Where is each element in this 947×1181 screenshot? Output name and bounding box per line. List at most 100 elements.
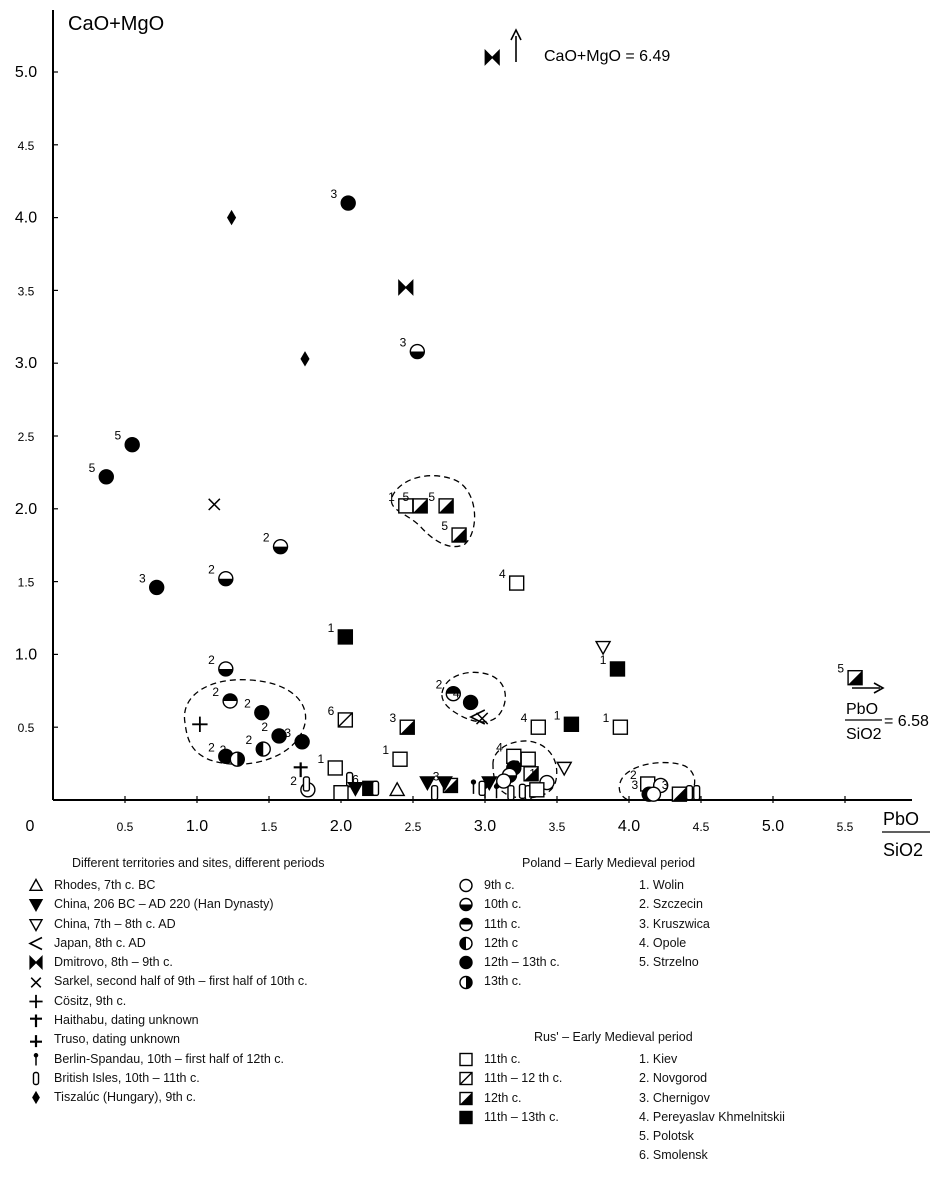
axes: [52, 10, 912, 801]
data-point-triangle-up: [388, 781, 406, 797]
legend-item: 11th c.: [454, 1050, 639, 1069]
y-tick-label: 4.5: [18, 139, 35, 153]
legend-item: Rhodes, 7th c. BC: [24, 876, 444, 895]
data-point-rounded-rect: [430, 785, 439, 801]
y-tick-label: 5.0: [15, 64, 37, 81]
data-point-square-open: 4: [499, 567, 525, 591]
legend-site-name: 1. Kiev: [639, 1052, 678, 1066]
legend-poland-title: Poland – Early Medieval period: [522, 856, 696, 870]
x-tick-label: 3.5: [549, 820, 566, 834]
point-site-number: 2: [208, 563, 215, 577]
point-site-number: 4: [453, 686, 460, 700]
point-site-number: 4: [499, 567, 506, 581]
data-point-bowtie: [398, 279, 414, 296]
legend-item-label: Dmitrovo, 8th – 9th c.: [54, 955, 173, 970]
legend-item-label: 12th c.: [484, 1090, 522, 1105]
data-point-pin: [470, 779, 477, 794]
data-point-circle-open: [496, 773, 512, 789]
point-site-number: 5: [428, 490, 435, 504]
point-site-number: 2: [220, 743, 227, 757]
point-site-number: 2: [208, 740, 215, 754]
legend-item-label: Japan, 8th c. AD: [54, 935, 146, 950]
data-point-square-half: 5: [403, 490, 428, 514]
point-site-number: 3: [433, 769, 440, 783]
x-axis-label-denominator-text: SiO2: [883, 840, 923, 860]
data-point-bowtie: [484, 48, 500, 66]
cluster-outline-opole: [492, 740, 558, 799]
data-point-square-half: 3: [390, 711, 415, 735]
data-point-circle-half-top: 2: [436, 678, 462, 702]
legend-symbol-square-half: [459, 1091, 473, 1105]
legend-item: Dmitrovo, 8th – 9th c.: [24, 953, 444, 972]
x-tick-label: 2.5: [405, 820, 422, 834]
legend-item-label: Haithabu, dating unknown: [54, 1013, 199, 1028]
data-point-cross-x: [208, 498, 221, 511]
point-site-number: 6: [352, 772, 359, 786]
legend-symbol-square-open: [459, 1052, 473, 1067]
legend-item: British Isles, 10th – 11th c.: [24, 1069, 444, 1088]
y-tick-label: 3.5: [18, 284, 35, 298]
data-point-circle-half-left: 2: [246, 733, 271, 757]
point-site-number: 3: [513, 758, 520, 772]
legend-item: Haithabu, dating unknown: [24, 1011, 444, 1030]
point-site-number: 4: [496, 740, 503, 754]
y-tick-label: 1.5: [18, 576, 35, 590]
data-point-square-full: 1: [554, 708, 580, 732]
y-tick-label: 2.5: [18, 430, 35, 444]
legend-item-label: 13th c.: [484, 974, 522, 989]
data-point-plus: [192, 716, 208, 732]
right-arrow-head: [873, 682, 885, 694]
point-site-number: 4: [521, 711, 528, 725]
x-tick-label: 1.0: [186, 818, 208, 835]
data-point-cross-x: [475, 712, 489, 725]
legend-symbol-diamond: [32, 1091, 40, 1105]
data-point-rounded-rect: [478, 780, 486, 797]
legend-symbol-bowtie: [29, 955, 43, 971]
top-arrow-head: [510, 28, 522, 41]
legend-item-label: 11th – 13th c.: [484, 1109, 559, 1124]
point-site-number: 2: [290, 774, 297, 788]
data-point-square-half: 3: [513, 758, 539, 782]
legend-item: Tiszalúc (Hungary), 9th c.: [24, 1088, 444, 1107]
data-point-triangle-down: [347, 782, 364, 797]
data-point-circle-full: 3: [331, 187, 356, 211]
legend-site-name: 3. Chernigov: [639, 1090, 710, 1105]
legend-rus: Rus' – Early Medieval period 11th c. 11th…: [454, 1030, 924, 1166]
data-point-circle-full: 3: [284, 726, 310, 750]
legend-symbol-circle-full: [459, 956, 473, 970]
legend-poland-items: 9th c. 10th c. 11th c. 12th c 12th – 13th c.…: [454, 876, 639, 992]
point-site-number: 2: [436, 678, 443, 692]
point-site-number: 5: [89, 461, 96, 475]
point-site-number: 3: [284, 726, 291, 740]
legend-item-label: Rhodes, 7th c. BC: [54, 878, 156, 892]
data-point-rounded-rect: [685, 785, 694, 801]
point-site-number: 3: [662, 778, 669, 792]
point-site-number: 2: [212, 685, 219, 699]
data-point-square-open: 1: [382, 743, 408, 767]
x-tick-label: 5.5: [837, 820, 854, 834]
legend-item: China, 206 BC – AD 220 (Han Dynasty): [24, 895, 444, 914]
legend-symbol-rounded-rect: [32, 1071, 40, 1086]
legend-item: Cösitz, 9th c.: [24, 992, 444, 1011]
point-site-number: 5: [441, 519, 448, 533]
legend-item: 12th – 13th c.: [454, 953, 639, 972]
x-tick-label: 2.0: [330, 818, 352, 835]
point-site-number: 1: [600, 653, 607, 667]
legend-item: 12th c.: [454, 1089, 639, 1108]
point-site-number: 6: [328, 704, 335, 718]
data-point-rounded-rect: [693, 785, 701, 801]
legend-left-items: Rhodes, 7th c. BC China, 206 BC – AD 220 …: [24, 876, 444, 1108]
x-tick-label: 3.0: [474, 818, 496, 835]
point-site-number: 1: [328, 621, 335, 635]
legend-item-label: China, 206 BC – AD 220 (Han Dynasty): [54, 897, 274, 912]
axis-ticks: 0 0.5 1.0 1.5 2.0 2.5 3.0 3.5 4.0 4.5 5.0 5.5 0.5 1.0…: [15, 64, 854, 835]
data-point-circle-half-bottom: 3: [400, 336, 426, 360]
legend-symbol-pin: [33, 1052, 39, 1066]
legend-item: 9th c.: [454, 876, 639, 895]
legend-rus-title: Rus' – Early Medieval period: [534, 1030, 693, 1044]
data-point-circle-full: 4: [453, 686, 479, 711]
point-site-number: 2: [261, 720, 268, 734]
y-tick-label: 4.0: [15, 210, 37, 227]
axis-labels: CaO+MgO PbO SiO2 CaO+MgO = 6.49 PbO SiO2…: [68, 13, 930, 860]
legend-symbol-plus-short: [30, 1014, 42, 1028]
